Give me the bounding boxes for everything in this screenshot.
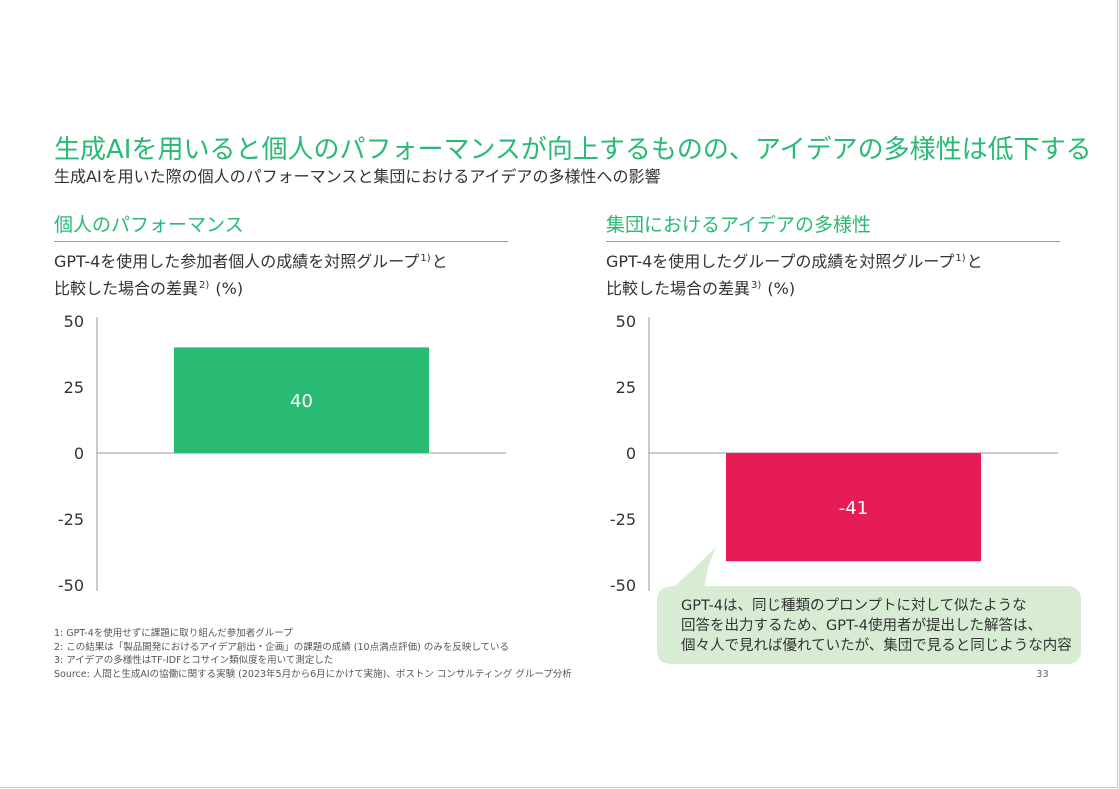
callout-line-1: GPT-4は、同じ種類のプロンプトに対して似たような bbox=[681, 598, 1027, 614]
bar-data-label: 40 bbox=[290, 391, 313, 412]
y-tick-label: 25 bbox=[616, 378, 636, 397]
caption-line-2: 比較した場合の差異2) (%) bbox=[54, 279, 244, 298]
section-rule-left bbox=[54, 241, 508, 242]
page-number: 33 bbox=[1036, 669, 1049, 680]
bar bbox=[174, 347, 429, 453]
callout-bubble bbox=[657, 546, 1081, 664]
footnote-2: 2: この結果は「製品開発におけるアイデア創出・企画」の課題の成績 (10点満点… bbox=[54, 641, 510, 653]
callout-line-3: 個々人で見れば優れていたが、集団で見ると同じような内容 bbox=[681, 638, 1072, 654]
chart-individual-performance: 50 25 0 -25 -50 40 bbox=[58, 312, 506, 595]
callout-line-2: 回答を出力するため、GPT-4使用者が提出した解答は、 bbox=[681, 618, 1042, 634]
y-tick-label: 25 bbox=[64, 378, 84, 397]
caption-line-2: 比較した場合の差異3) (%) bbox=[606, 279, 796, 298]
footnote-source: Source: 人間と生成AIの協働に関する実験 (2023年5月から6月にかけ… bbox=[54, 668, 572, 680]
y-tick-label: -50 bbox=[58, 576, 84, 595]
y-tick-label: -25 bbox=[58, 510, 84, 529]
chart-group-idea-diversity: 50 25 0 -25 -50 -41 bbox=[610, 312, 1058, 595]
chart-caption-left: GPT-4を使用した参加者個人の成績を対照グループ1)と 比較した場合の差異2)… bbox=[54, 247, 448, 301]
y-tick-label: -50 bbox=[610, 576, 636, 595]
caption-line-1: GPT-4を使用したグループの成績を対照グループ1)と bbox=[606, 252, 983, 271]
chart-caption-right: GPT-4を使用したグループの成績を対照グループ1)と 比較した場合の差異3) … bbox=[606, 247, 983, 301]
callout-text: GPT-4は、同じ種類のプロンプトに対して似たような 回答を出力するため、GPT… bbox=[681, 596, 1072, 656]
y-tick-label: 0 bbox=[626, 444, 636, 463]
bar bbox=[726, 453, 981, 562]
section-heading-right: 集団におけるアイデアの多様性 bbox=[606, 214, 872, 236]
section-rule-right bbox=[606, 241, 1060, 242]
footnotes: 1: GPT-4を使用せずに課題に取り組んだ参加者グループ 2: この結果は「製… bbox=[54, 627, 674, 681]
y-tick-label: 50 bbox=[616, 312, 636, 331]
section-heading-left: 個人のパフォーマンス bbox=[54, 214, 244, 236]
slide-title: 生成AIを用いると個人のパフォーマンスが向上するものの、アイデアの多様性は低下す… bbox=[54, 135, 1092, 165]
y-tick-label: 0 bbox=[74, 444, 84, 463]
slide-subtitle: 生成AIを用いた際の個人のパフォーマンスと集団におけるアイデアの多様性への影響 bbox=[54, 167, 661, 186]
footnote-3: 3: アイデアの多様性はTF-IDFとコサイン類似度を用いて測定した bbox=[54, 655, 334, 666]
caption-line-1: GPT-4を使用した参加者個人の成績を対照グループ1)と bbox=[54, 252, 448, 271]
callout-shape bbox=[657, 546, 1081, 664]
y-tick-label: 50 bbox=[64, 312, 84, 331]
bar-data-label: -41 bbox=[839, 498, 868, 519]
y-tick-label: -25 bbox=[610, 510, 636, 529]
footnote-1: 1: GPT-4を使用せずに課題に取り組んだ参加者グループ bbox=[54, 628, 293, 639]
